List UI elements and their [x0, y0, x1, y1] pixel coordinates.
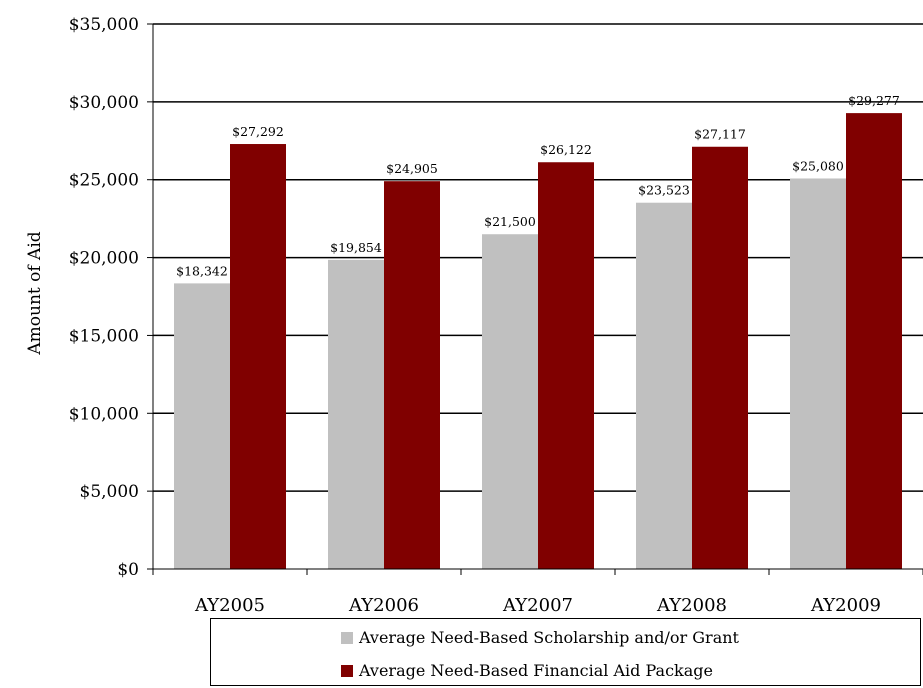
- bar: [846, 113, 902, 569]
- data-label: $18,342: [176, 263, 228, 278]
- bar: [538, 162, 594, 569]
- y-tick-label: $20,000: [69, 249, 139, 269]
- x-tick-label: AY2006: [348, 595, 419, 616]
- y-tick-label: $10,000: [69, 404, 139, 424]
- y-tick-label: $15,000: [69, 326, 139, 346]
- x-tick-label: AY2008: [656, 595, 727, 616]
- legend-label-scholarship: Average Need-Based Scholarship and/or Gr…: [359, 628, 739, 647]
- bar: [692, 146, 748, 569]
- axes: $0 $5,000 $10,000 $15,000 $20,000 $25,000 $30,…: [69, 15, 923, 616]
- data-label: $27,117: [694, 127, 746, 142]
- x-tick-label: AY2007: [502, 595, 573, 616]
- data-label: $27,292: [232, 124, 284, 139]
- x-tick-label: AY2005: [194, 595, 265, 616]
- data-label: $24,905: [386, 161, 438, 176]
- data-labels: $18,342 $19,854 $21,500 $23,523 $25,080 $27,2…: [176, 93, 900, 278]
- legend: Average Need-Based Scholarship and/or Gr…: [210, 618, 921, 686]
- data-label: $19,854: [330, 240, 382, 255]
- legend-item-scholarship: Average Need-Based Scholarship and/or Gr…: [341, 628, 739, 647]
- data-label: $23,523: [638, 183, 690, 198]
- legend-label-aid-package: Average Need-Based Financial Aid Package: [359, 661, 713, 680]
- legend-swatch-scholarship: [341, 631, 353, 644]
- legend-item-aid-package: Average Need-Based Financial Aid Package: [341, 661, 713, 680]
- data-label: $26,122: [540, 142, 592, 157]
- y-tick-label: $5,000: [80, 482, 139, 502]
- data-label: $29,277: [848, 93, 900, 108]
- y-tick-label: $30,000: [69, 93, 139, 113]
- bars: [174, 113, 902, 569]
- y-tick-label: $25,000: [69, 171, 139, 191]
- data-label: $21,500: [484, 214, 536, 229]
- x-tick-label: AY2009: [810, 595, 881, 616]
- y-axis-title: Amount of Aid: [25, 231, 45, 355]
- bar: [636, 202, 692, 569]
- data-label: $25,080: [792, 158, 844, 173]
- bar: [174, 283, 230, 569]
- bar: [384, 181, 440, 569]
- y-tick-label: $35,000: [69, 15, 139, 35]
- bar: [230, 144, 286, 569]
- bar: [482, 234, 538, 569]
- y-tick-label: $0: [117, 560, 139, 580]
- bar: [790, 178, 846, 569]
- bar: [328, 259, 384, 569]
- legend-swatch-aid-package: [341, 664, 353, 677]
